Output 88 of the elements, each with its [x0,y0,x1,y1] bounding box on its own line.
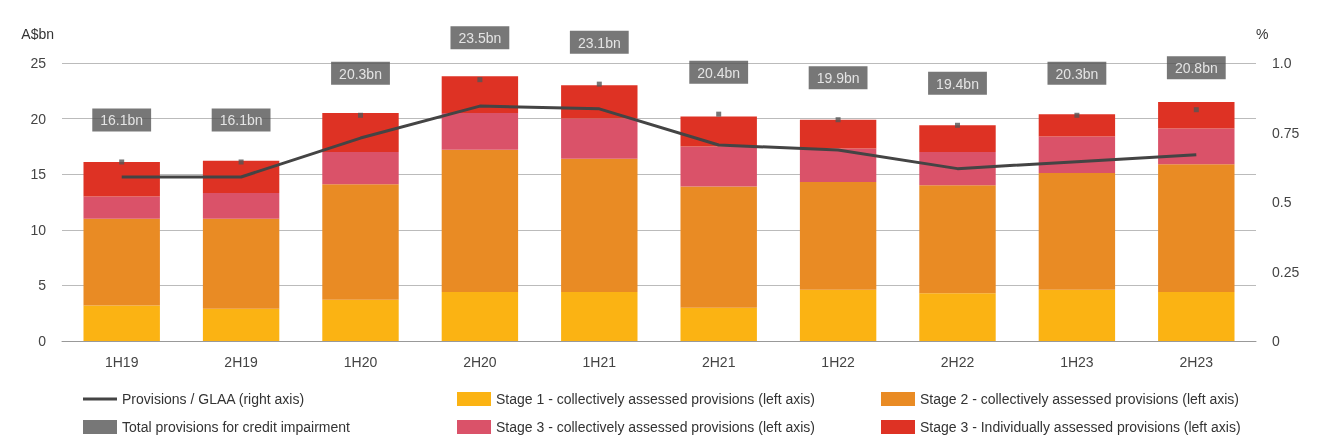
x-tick-label: 1H23 [1060,354,1094,370]
bar [441,113,519,150]
bar [322,299,399,341]
bar [441,149,519,293]
bar [322,151,399,185]
y-tick-label: 25 [30,55,47,71]
data-label: 23.1bn [577,34,621,51]
y-axis-title: A$bn [21,26,54,42]
bar [1038,289,1116,341]
bar [799,148,877,182]
bar [561,292,638,341]
point [1074,112,1080,118]
y-tick-label: 15 [30,166,47,183]
bar [202,308,280,341]
data-label: 16.1bn [219,112,263,129]
bar [680,116,757,147]
bar [441,292,519,341]
data-label: 19.9bn [816,70,860,87]
bar [1158,128,1235,165]
bar [202,193,280,219]
x-tick-label: 1H21 [582,354,617,370]
y-tick-label: 5 [38,277,47,294]
data-label: 23.5bn [458,30,502,47]
point [1193,107,1199,113]
bar [799,289,877,341]
x-tick-label: 2H19 [224,354,259,370]
point [835,117,841,123]
y-tick-label: 20 [30,110,47,127]
data-label: 20.3bn [1055,65,1099,82]
legend-label: Stage 3 - collectively assessed provisions (left axis) [496,419,816,435]
y2-tick-label: 0.75 [1272,124,1300,141]
point [596,81,602,87]
y-tick-label: 0 [38,333,47,349]
bar [1038,136,1116,174]
bar [83,305,160,341]
point [358,112,363,118]
x-tick-label: 2H21 [701,354,736,370]
bar [83,218,160,306]
point [119,159,125,165]
bar [561,158,638,293]
bar [83,161,160,197]
bar [919,125,996,152]
bar [799,181,877,290]
data-label: 20.8bn [1174,60,1218,77]
bar [919,185,996,294]
y2-tick-label: 0 [1272,333,1280,349]
point [716,111,722,117]
bar [322,113,399,152]
point [238,159,244,165]
data-label: 19.4bn [936,75,979,92]
bar [919,293,996,341]
legend-label: Provisions / GLAA (right axis) [122,391,305,407]
y2-tick-label: 0.5 [1272,194,1292,210]
point [477,77,483,83]
bar [561,85,638,119]
x-tick-label: 2H22 [940,354,975,370]
x-tick-label: 2H23 [1179,354,1214,370]
bar [322,184,399,300]
legend-label: Total provisions for credit impairment [122,419,351,435]
bar [1158,101,1235,129]
bar [83,196,160,219]
x-tick-label: 1H20 [343,354,378,370]
bar [680,307,757,341]
y2-axis-title: % [1256,26,1269,42]
bar [680,146,757,187]
bar [680,186,757,308]
x-tick-label: 1H22 [821,354,856,370]
legend-label: Stage 1 - collectively assessed provisions (left axis) [496,391,816,407]
bar [799,119,877,149]
y2-tick-label: 1.0 [1272,55,1292,71]
bar [1038,114,1116,137]
y-tick-label: 10 [30,221,47,238]
bar [1038,173,1116,290]
data-label: 20.4bn [697,64,741,81]
data-label: 16.1bn [100,112,144,129]
bar [561,118,638,159]
bar [1158,292,1235,341]
x-tick-label: 2H20 [463,354,497,370]
x-tick-label: 1H19 [104,354,139,370]
bar [441,76,519,114]
bar [1158,164,1235,293]
data-label: 20.3bn [339,65,382,82]
legend-label: Stage 3 - Individually assessed provisions (left axis) [920,419,1241,435]
y2-tick-label: 0.25 [1272,263,1300,280]
bar [202,218,280,309]
point [955,122,960,128]
legend-label: Stage 2 - collectively assessed provisions (left axis) [920,391,1240,407]
bar [919,151,996,186]
